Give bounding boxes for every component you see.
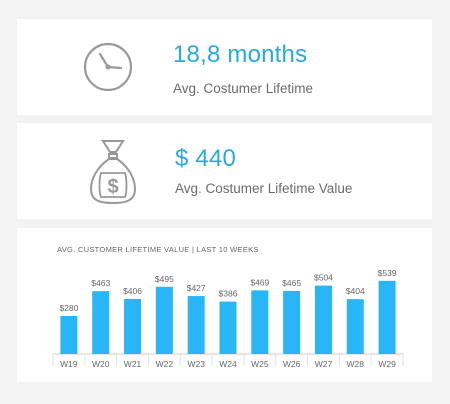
bar-w23	[187, 296, 205, 354]
bar-w29	[378, 280, 396, 354]
bar-w26	[283, 290, 301, 354]
x-tick-label: W23	[187, 359, 205, 369]
bar-value-label: $539	[378, 268, 397, 278]
bar-value-label: $465	[282, 278, 301, 288]
kpi-card-lifetime: 18,8 months Avg. Costumer Lifetime	[17, 19, 432, 115]
bar-value-label: $280	[59, 303, 78, 313]
x-tick-label: W21	[124, 359, 142, 369]
kpi-value-lifetime: 18,8 months	[173, 41, 308, 68]
x-tick-label: W22	[156, 359, 174, 369]
bar-w22	[155, 286, 173, 354]
bar-value-label: $463	[91, 278, 110, 288]
bar-value-label: $495	[155, 274, 174, 284]
money-bag-icon: $	[89, 140, 137, 205]
bar-value-label: $406	[123, 286, 142, 296]
bar-w25	[251, 290, 269, 354]
bar-w27	[314, 285, 332, 354]
svg-text:$: $	[107, 176, 118, 198]
bar-value-label: $427	[187, 283, 206, 293]
kpi-value-lifetime-value: $ 440	[175, 145, 237, 172]
clock-icon	[83, 42, 133, 92]
bar-value-label: $469	[250, 277, 269, 287]
x-tick-label: W29	[378, 359, 396, 369]
x-tick-label: W19	[60, 359, 78, 369]
bar-w24	[219, 301, 237, 354]
bar-value-label: $404	[346, 286, 365, 296]
kpi-label-lifetime: Avg. Costumer Lifetime	[173, 81, 314, 96]
bar-w21	[124, 298, 142, 354]
x-tick-label: W24	[219, 359, 237, 369]
bar-chart: $280 W19 $463 W20 $406 W21 $495 W22 $427 W23 $386 W…	[52, 268, 404, 369]
kpi-label-lifetime-value: Avg. Costumer Lifetime Value	[175, 181, 353, 196]
x-tick-label: W27	[315, 359, 333, 369]
bar-w20	[92, 291, 110, 354]
x-tick-label: W25	[251, 359, 269, 369]
chart-card: AVG. CUSTOMER LIFETIME VALUE | LAST 10 W…	[17, 228, 432, 382]
x-tick-label: W20	[92, 359, 110, 369]
x-tick-label: W26	[283, 359, 301, 369]
chart-title: AVG. CUSTOMER LIFETIME VALUE | LAST 10 W…	[57, 245, 259, 254]
x-tick-label: W28	[347, 359, 365, 369]
bar-value-label: $504	[314, 273, 333, 283]
bar-w28	[346, 299, 364, 354]
bar-w19	[60, 316, 78, 354]
bar-value-label: $386	[219, 289, 238, 299]
kpi-card-lifetime-value: $ $ 440 Avg. Costumer Lifetime Value	[17, 123, 432, 219]
